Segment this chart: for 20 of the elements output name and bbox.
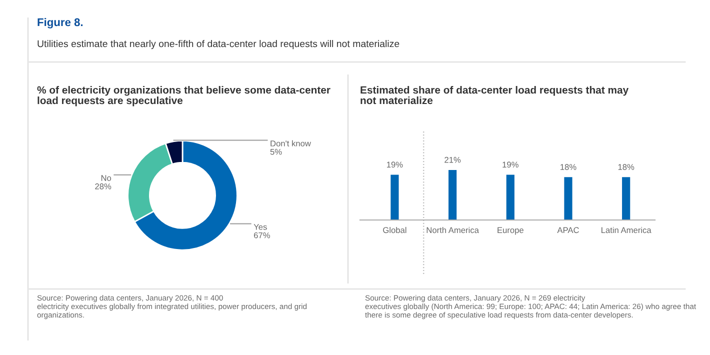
caption: Figure 8. — [38, 18, 83, 28]
chart-title: % of electricity organizations that believe some data-center load requests are speculative — [37, 86, 330, 106]
data-label: 19% — [502, 162, 518, 168]
text: Utilities estimate that nearly one-fifth of data-center load requests will not materialize — [38, 40, 400, 50]
x-tick-label: Europe — [498, 227, 524, 235]
x-tick-label: Latin America — [602, 226, 652, 234]
data-label: 5% — [270, 148, 282, 155]
x-tick-label: Global — [383, 226, 406, 234]
chart-title: Estimated share of data-center load requests that may not materialize — [360, 86, 629, 104]
data-label: 18% — [560, 164, 576, 170]
x-tick-label: APAC — [557, 227, 579, 234]
data-label: 21% — [444, 156, 461, 163]
data-label: 18% — [618, 164, 634, 170]
slice-label: Don't know — [270, 140, 311, 146]
data-label: 28% — [95, 183, 112, 190]
data-label: 19% — [387, 162, 403, 168]
data-label: 67% — [254, 232, 270, 238]
x-tick-label: North America — [426, 226, 479, 234]
slice-label: No — [101, 175, 112, 181]
slice-label: Yes — [254, 224, 267, 230]
